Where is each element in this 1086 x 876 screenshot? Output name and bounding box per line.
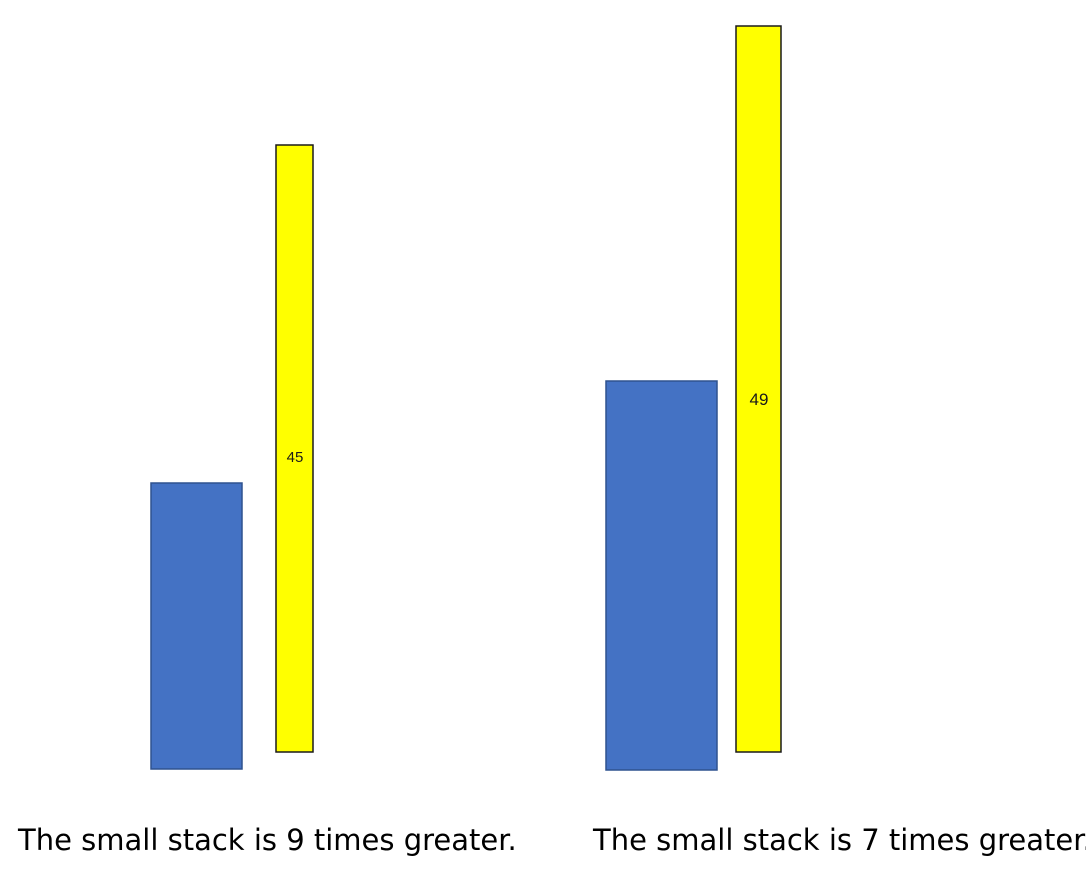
tall-stack-label: 45	[287, 449, 304, 466]
comparison-caption: The small stack is 7 times greater.	[592, 823, 1086, 857]
comparison-group-right: 49 The small stack is 7 times greater.	[592, 25, 1086, 857]
short-stack-bar	[150, 482, 243, 770]
tall-stack-bar	[275, 144, 314, 753]
tall-stack-label: 49	[750, 390, 769, 409]
comparison-group-left: 45 The small stack is 9 times greater.	[17, 144, 517, 857]
comparison-caption: The small stack is 9 times greater.	[17, 823, 517, 857]
short-stack-bar	[605, 380, 718, 771]
tall-stack-bar	[735, 25, 782, 753]
